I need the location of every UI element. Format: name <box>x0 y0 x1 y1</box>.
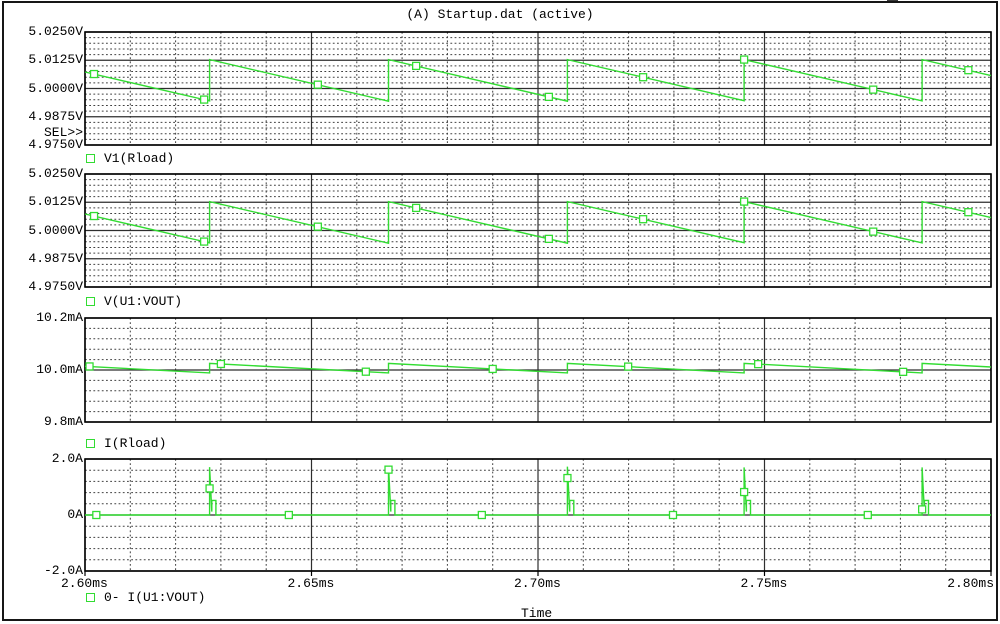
y-tick-label: 4.9750V <box>28 137 83 152</box>
trace-legend-label: V(U1:VOUT) <box>104 293 183 309</box>
y-tick-label: 4.9875V <box>28 250 83 266</box>
y-tick-label: 2.0A <box>51 451 83 466</box>
window-edge-artifact <box>887 0 898 3</box>
plot-2-group <box>84 173 992 288</box>
trace-marker <box>205 484 214 493</box>
trace-marker <box>898 367 908 376</box>
trace-marker <box>216 359 226 369</box>
trace-marker <box>917 505 927 514</box>
trace-marker <box>199 95 209 104</box>
plot-1-group <box>84 31 992 146</box>
x-tick-label: 2.70ms <box>514 576 561 591</box>
trace-marker <box>964 66 973 75</box>
trace-marker <box>544 234 554 244</box>
waveform-trace <box>85 466 991 516</box>
sel-indicator: SEL>> <box>43 125 83 140</box>
y-tick-label: 5.0125V <box>28 52 83 68</box>
trace-marker <box>313 222 322 231</box>
trace-marker <box>411 61 421 71</box>
trace-legend-i-u1-vout[interactable]: 0- I(U1:VOUT) <box>86 589 205 605</box>
trace-marker <box>284 510 294 520</box>
trace-marker <box>89 211 99 221</box>
waveform-trace <box>84 58 992 103</box>
trace-marker <box>638 73 648 82</box>
trace-legend-v-u1-vout[interactable]: V(U1:VOUT) <box>86 293 182 309</box>
plot-frame <box>84 317 992 423</box>
plot-4-group <box>84 458 992 572</box>
trace-symbol-icon[interactable] <box>86 592 95 602</box>
time-axis-label: Time <box>521 606 553 621</box>
trace-marker <box>89 69 99 79</box>
trace-marker <box>313 80 322 89</box>
trace-symbol-icon[interactable] <box>86 153 95 163</box>
trace-marker <box>563 473 572 483</box>
trace-legend-label: 0- I(U1:VOUT) <box>104 589 206 605</box>
x-tick-label: 2.75ms <box>740 576 788 591</box>
trace-legend-v1-rload[interactable]: V1(Rload) <box>86 150 174 166</box>
trace-marker <box>964 208 973 217</box>
trace-marker <box>384 465 393 474</box>
trace-marker <box>544 92 554 102</box>
trace-marker <box>199 237 209 246</box>
trace-marker <box>623 362 633 371</box>
plot-frame <box>84 31 992 146</box>
waveform-trace <box>84 200 992 245</box>
x-tick-label: 2.65ms <box>287 576 335 591</box>
trace-marker <box>739 197 749 206</box>
trace-marker <box>92 510 101 520</box>
y-tick-label: 4.9875V <box>28 108 83 124</box>
y-tick-label: 4.9750V <box>28 279 83 294</box>
trace-legend-label: I(Rload) <box>104 435 167 451</box>
trace-marker <box>869 85 878 94</box>
plot-window-title: (A) Startup.dat (active) <box>406 7 594 22</box>
x-tick-label: 2.60ms <box>61 576 108 591</box>
y-tick-label: 9.8mA <box>43 414 83 429</box>
trace-legend-label: V1(Rload) <box>104 150 175 166</box>
trace-marker <box>488 364 497 374</box>
y-tick-label: 10.2mA <box>36 310 83 325</box>
y-tick-label: 5.0000V <box>28 222 83 238</box>
trace-symbol-icon[interactable] <box>86 438 95 448</box>
y-tick-label: 5.0250V <box>28 166 83 181</box>
trace-symbol-icon[interactable] <box>86 296 95 306</box>
y-tick-label: 5.0125V <box>28 194 83 210</box>
trace-marker <box>739 55 749 64</box>
trace-marker <box>739 487 749 497</box>
y-tick-label: 0A <box>67 507 83 522</box>
waveform-trace <box>84 362 992 374</box>
trace-marker <box>361 367 371 376</box>
trace-marker <box>863 510 872 520</box>
y-tick-label: 10.0mA <box>36 362 83 377</box>
x-tick-label: 2.80ms <box>947 576 994 591</box>
trace-legend-i-rload[interactable]: I(Rload) <box>86 435 166 451</box>
y-tick-label: -2.0A <box>43 563 83 578</box>
y-tick-label: 5.0000V <box>28 80 83 96</box>
plot-frame <box>84 173 992 288</box>
trace-marker <box>477 510 486 520</box>
trace-marker <box>85 362 94 371</box>
trace-marker <box>668 510 678 520</box>
trace-marker <box>638 215 648 224</box>
trace-marker <box>869 227 878 236</box>
trace-marker <box>411 203 421 213</box>
y-tick-label: 5.0250V <box>28 24 83 39</box>
plot-3-group <box>84 317 992 423</box>
trace-marker <box>754 359 763 369</box>
